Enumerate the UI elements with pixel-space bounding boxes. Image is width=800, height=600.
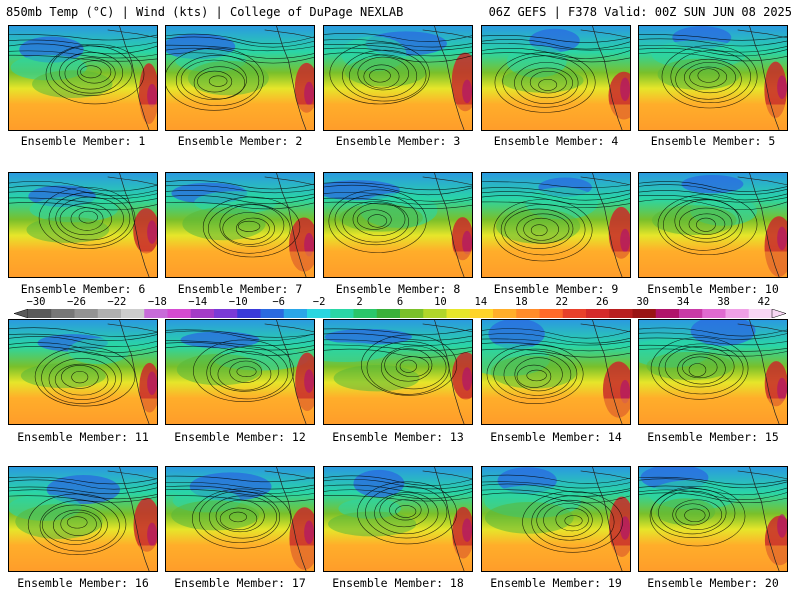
colorbar-segment <box>144 309 168 318</box>
ensemble-member-map <box>481 319 631 425</box>
ensemble-member-map <box>8 319 158 425</box>
colorbar-segment <box>121 309 145 318</box>
colorbar-tick-label: 38 <box>717 296 730 308</box>
ensemble-member-map <box>481 172 631 278</box>
ensemble-member-label: Ensemble Member: 6 <box>20 282 146 296</box>
ensemble-member-label: Ensemble Member: 20 <box>647 576 779 590</box>
colorbar-segment <box>679 309 703 318</box>
colorbar-tick-label: 42 <box>757 296 771 308</box>
ensemble-member-map <box>8 25 158 131</box>
colorbar-tick-label: 26 <box>595 296 609 308</box>
colorbar-segment <box>400 309 424 318</box>
colorbar-scale <box>14 309 786 318</box>
colorbar-min-arrow <box>14 309 29 318</box>
colorbar-segment <box>423 309 447 318</box>
colorbar-segment <box>307 309 331 318</box>
colorbar-segment <box>283 309 308 318</box>
ensemble-member-map <box>323 319 473 425</box>
colorbar-tick-label: −18 <box>147 296 167 308</box>
ensemble-member-map <box>165 466 315 572</box>
ensemble-member-label: Ensemble Member: 18 <box>332 576 464 590</box>
ensemble-member-map <box>165 172 315 278</box>
colorbar-tick-label: 34 <box>676 296 690 308</box>
colorbar-segment <box>74 309 99 318</box>
ensemble-member-label: Ensemble Member: 13 <box>332 430 464 444</box>
colorbar-segment <box>376 309 401 318</box>
colorbar-tick-label: 14 <box>474 296 488 308</box>
colorbar-max-arrow <box>771 309 786 318</box>
colorbar-segment <box>493 309 517 318</box>
colorbar-tick-label: −22 <box>107 296 127 308</box>
ensemble-member-label: Ensemble Member: 16 <box>17 576 149 590</box>
colorbar-tick-label: 22 <box>555 296 569 308</box>
ensemble-member-label: Ensemble Member: 7 <box>177 282 303 296</box>
colorbar-tick-label: 6 <box>396 296 404 308</box>
ensemble-member-label: Ensemble Member: 2 <box>177 134 303 148</box>
ensemble-member-map <box>481 25 631 131</box>
ensemble-member-label: Ensemble Member: 14 <box>490 430 622 444</box>
ensemble-member-map <box>323 25 473 131</box>
colorbar-segment <box>51 309 75 318</box>
ensemble-member-label: Ensemble Member: 9 <box>493 282 619 296</box>
ensemble-member-map <box>8 466 158 572</box>
colorbar-segment <box>562 309 587 318</box>
colorbar-tick-label: −10 <box>228 296 248 308</box>
colorbar-tick-label: 18 <box>515 296 528 308</box>
ensemble-member-label: Ensemble Member: 4 <box>493 134 619 148</box>
ensemble-member-map <box>165 319 315 425</box>
ensemble-member-label: Ensemble Member: 12 <box>174 430 306 444</box>
ensemble-member-label: Ensemble Member: 3 <box>335 134 461 148</box>
colorbar-segment <box>97 309 122 318</box>
ensemble-member-label: Ensemble Member: 19 <box>490 576 622 590</box>
ensemble-member-label: Ensemble Member: 10 <box>647 282 779 296</box>
ensemble-member-map <box>638 466 788 572</box>
ensemble-member-map <box>638 25 788 131</box>
ensemble-member-map <box>8 172 158 278</box>
colorbar-tick-label: −6 <box>272 296 285 308</box>
ensemble-member-label: Ensemble Member: 8 <box>335 282 461 296</box>
colorbar-segment <box>655 309 680 318</box>
ensemble-member-map <box>323 466 473 572</box>
colorbar-tick-label: 2 <box>356 296 363 308</box>
ensemble-member-map <box>638 319 788 425</box>
ensemble-member-label: Ensemble Member: 15 <box>647 430 779 444</box>
colorbar-tick-label: −30 <box>26 296 46 308</box>
colorbar-tick-label: 30 <box>636 296 649 308</box>
colorbar-segment <box>446 309 471 318</box>
colorbar-tick-label: −26 <box>66 296 86 308</box>
colorbar-tick-label: −14 <box>188 296 208 308</box>
colorbar-segment <box>609 309 633 318</box>
colorbar-segment <box>702 309 726 318</box>
model-valid-time: 06Z GEFS | F378 Valid: 00Z SUN JUN 08 20… <box>488 5 792 19</box>
ensemble-member-label: Ensemble Member: 17 <box>174 576 306 590</box>
ensemble-member-map <box>165 25 315 131</box>
colorbar-segment <box>539 309 564 318</box>
ensemble-member-map <box>323 172 473 278</box>
ensemble-member-label: Ensemble Member: 11 <box>17 430 149 444</box>
ensemble-member-label: Ensemble Member: 1 <box>20 134 146 148</box>
ensemble-member-map <box>638 172 788 278</box>
colorbar-segment <box>167 309 192 318</box>
colorbar-segment <box>330 309 354 318</box>
colorbar-segment <box>586 309 610 318</box>
colorbar-segment <box>190 309 215 318</box>
colorbar-segment <box>353 309 378 318</box>
colorbar-segment <box>214 309 238 318</box>
colorbar-segment <box>632 309 657 318</box>
colorbar-segment <box>725 309 750 318</box>
colorbar-segment <box>469 309 494 318</box>
ensemble-member-map <box>481 466 631 572</box>
map-title: 850mb Temp (°C) | Wind (kts) | College o… <box>6 5 404 19</box>
colorbar-tick-label: −2 <box>312 296 326 308</box>
colorbar-segment <box>748 309 773 318</box>
colorbar-segment <box>237 309 261 318</box>
ensemble-member-label: Ensemble Member: 5 <box>650 134 776 148</box>
colorbar-segment <box>260 309 285 318</box>
header: 850mb Temp (°C) | Wind (kts) | College o… <box>0 0 800 22</box>
colorbar-segment <box>28 309 52 318</box>
colorbar-tick-label: 10 <box>434 296 447 308</box>
colorbar-segment <box>516 309 540 318</box>
temperature-colorbar: −30 −26 −22 −18 −14 −10 −6 −2 2 6 10 14 18 22 26 30 34 38… <box>0 296 800 320</box>
